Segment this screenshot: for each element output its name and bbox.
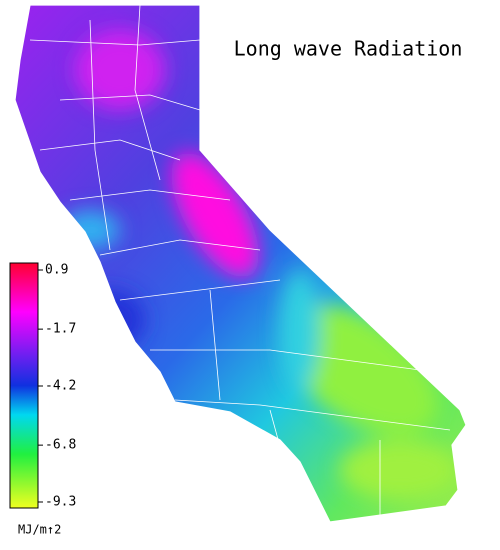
map-title: Long wave Radiation	[234, 37, 463, 61]
colorbar-tick-label: -1.7	[45, 322, 76, 337]
county-lines	[29, 4, 451, 521]
colorbar	[9, 262, 39, 509]
colorbar-tick-label: -6.8	[45, 438, 76, 453]
colorbar-tick-label: 0.9	[45, 263, 68, 278]
colorbar-tick-label: -9.3	[45, 495, 76, 510]
colorbar-tick-label: -4.2	[45, 379, 76, 394]
colorbar-unit: MJ/m↑2	[18, 523, 61, 537]
